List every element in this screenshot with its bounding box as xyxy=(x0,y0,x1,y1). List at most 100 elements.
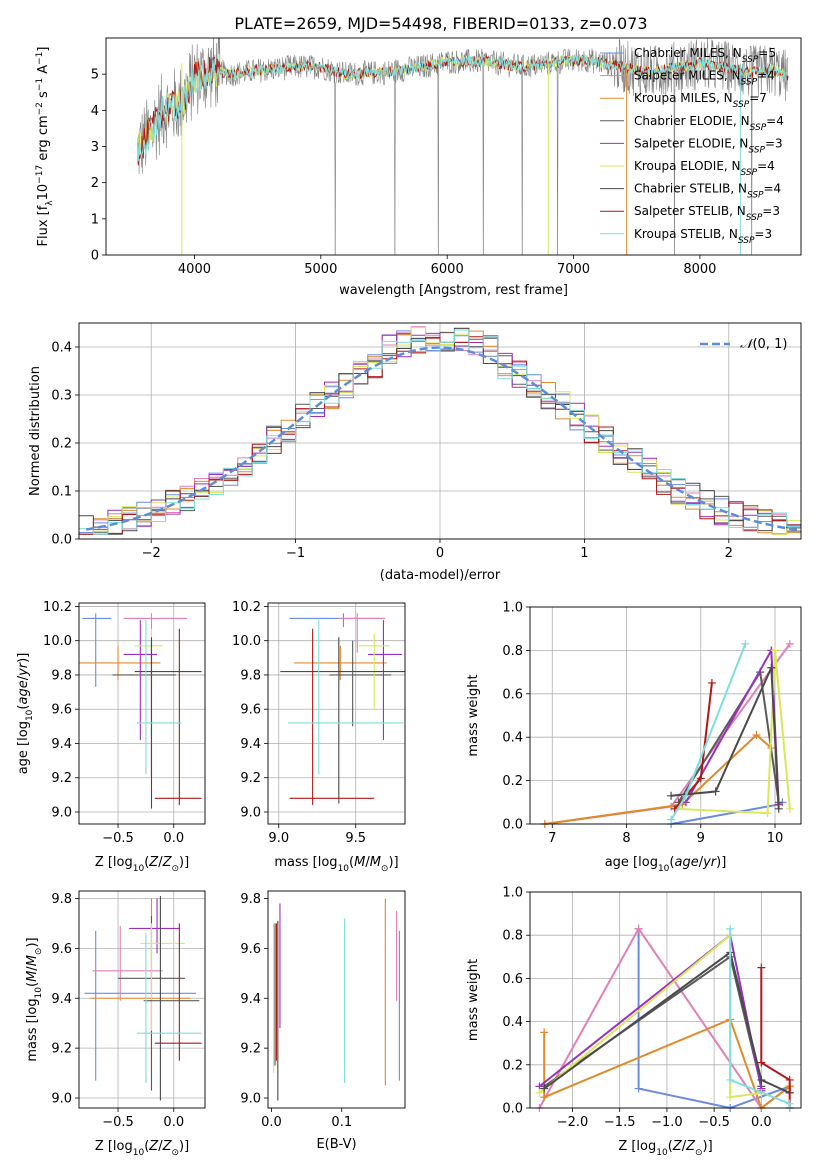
y-axis-label: mass [log10(M/M⊙)] xyxy=(25,937,44,1061)
weight-marker xyxy=(757,963,766,972)
y-tick-label: 0.0 xyxy=(502,818,523,833)
axes-z_age: −0.5 0.0 9.0 9.2 9.4 9.6 9.8 10.0 10.2 Z [log10(Z… xyxy=(16,600,206,874)
weight-marker xyxy=(711,787,720,796)
y-tick-label: 0.0 xyxy=(502,1102,523,1117)
y-tick-label: 0.6 xyxy=(502,972,523,987)
y-tick-label: 1 xyxy=(91,212,99,227)
x-tick-label: −0.5 xyxy=(102,1115,134,1130)
weight-marker xyxy=(767,663,776,672)
spectrum-lines xyxy=(137,38,789,255)
legend-entry: Salpeter MILES, NSSP=4 xyxy=(634,69,775,88)
legend-entry: Salpeter STELIB, NSSP=3 xyxy=(634,204,780,223)
x-tick-label: 1 xyxy=(580,546,588,561)
weight-marker xyxy=(741,639,750,648)
weight-lines xyxy=(535,924,794,1112)
weight-marker xyxy=(726,1075,735,1084)
y-tick-label: 10.2 xyxy=(43,600,72,615)
legend-entry: Chabrier MILES, NSSP=5 xyxy=(634,46,776,65)
x-tick-label: −0.5 xyxy=(102,831,134,846)
y-tick-label: 0.6 xyxy=(502,687,523,702)
legend-entry: Chabrier STELIB, NSSP=4 xyxy=(634,182,781,201)
y-tick-label: 0 xyxy=(91,249,99,264)
weight-marker xyxy=(785,639,794,648)
y-tick-label: 9.0 xyxy=(240,806,261,821)
y-tick-label: 0.2 xyxy=(51,437,72,452)
y-tick-label: 0.0 xyxy=(51,533,72,548)
x-tick-label: 0.1 xyxy=(331,1115,352,1130)
y-tick-label: 9.8 xyxy=(51,892,72,907)
x-tick-label: 4000 xyxy=(178,262,211,277)
x-tick-label: 0.0 xyxy=(261,1115,282,1130)
y-tick-label: 9.0 xyxy=(51,1092,72,1107)
axes-frame xyxy=(105,37,802,256)
x-tick-label: 5000 xyxy=(304,262,337,277)
weight-series xyxy=(674,650,791,815)
weight-marker xyxy=(752,731,761,740)
x-axis-label: (data-model)/error xyxy=(380,568,501,583)
x-tick-label: 0.0 xyxy=(163,1115,184,1130)
y-axis-label: mass weight xyxy=(466,959,481,1041)
axes-residuals: −2 −1 0 1 2 0.0 0.1 0.2 0.3 0.4 (data-model)/error… xyxy=(28,322,802,583)
weight-marker xyxy=(681,791,690,800)
weight-series xyxy=(671,667,780,809)
x-axis-label: wavelength [Angstrom, rest frame] xyxy=(339,283,568,298)
plots-layer: 4000 5000 6000 7000 8000 0 1 2 3 4 5 wavelength [An… xyxy=(16,37,802,1158)
errorbars xyxy=(280,613,405,806)
weight-series xyxy=(760,967,791,1108)
x-tick-label: 6000 xyxy=(431,262,464,277)
y-tick-label: 1.0 xyxy=(502,601,523,616)
y-tick-label: 0.8 xyxy=(502,644,523,659)
axes-spectrum: 4000 5000 6000 7000 8000 0 1 2 3 4 5 wavelength [An… xyxy=(35,37,802,298)
normal-curve xyxy=(85,346,801,532)
y-tick-label: 0.2 xyxy=(502,1058,523,1073)
y-tick-label: 9.0 xyxy=(240,1092,261,1107)
x-axis-label: Z [log10(Z/Z⊙)] xyxy=(95,855,189,874)
x-tick-label: 0 xyxy=(436,546,444,561)
weight-marker xyxy=(707,678,716,687)
y-tick-label: 9.2 xyxy=(240,1042,261,1057)
y-tick-label: 9.6 xyxy=(51,703,72,718)
y-axis-label: Flux [fλ10−17 erg cm−2 s−1 A−1] xyxy=(35,47,55,247)
x-tick-label: −1 xyxy=(286,546,305,561)
weight-marker xyxy=(667,791,676,800)
weight-marker xyxy=(667,815,676,824)
y-axis-label: Normed distribution xyxy=(28,366,43,496)
weight-marker xyxy=(785,1075,794,1084)
y-tick-label: 0.4 xyxy=(51,341,72,356)
axes-z_weight: −2.0 −1.5 −1.0 −0.5 0.0 0.0 0.2 0.4 0.6 0.8 1.0 Z [… xyxy=(466,886,802,1158)
y-tick-label: 9.8 xyxy=(240,892,261,907)
y-tick-label: 9.4 xyxy=(51,737,72,752)
weight-marker xyxy=(785,804,794,813)
y-axis-label: mass weight xyxy=(466,674,481,756)
weight-marker xyxy=(726,1093,735,1102)
weight-marker xyxy=(726,924,735,933)
legend-entry: Kroupa ELODIE, NSSP=4 xyxy=(634,159,775,178)
legend-entry: Salpeter ELODIE, NSSP=3 xyxy=(634,136,783,155)
legend-entry: 𝒩(0, 1) xyxy=(740,337,787,352)
y-tick-label: 9.2 xyxy=(51,1042,72,1057)
y-axis-label: age [log10(age/yr)] xyxy=(16,653,35,775)
y-tick-label: 9.4 xyxy=(51,992,72,1007)
axes-frame xyxy=(267,602,406,825)
x-tick-label: −1.5 xyxy=(604,1115,636,1130)
residual-histogram xyxy=(79,329,801,535)
legend-entry: Kroupa MILES, NSSP=7 xyxy=(634,91,767,110)
axes-frame xyxy=(529,606,802,825)
x-tick-label: 9.5 xyxy=(345,831,366,846)
weight-marker xyxy=(757,1075,766,1084)
x-axis-label: mass [log10(M/M⊙)] xyxy=(274,855,398,874)
x-axis-label: Z [log10(Z/Z⊙)] xyxy=(95,1139,189,1158)
weight-marker xyxy=(763,809,772,818)
weight-marker xyxy=(540,1028,549,1037)
y-tick-label: 3 xyxy=(91,140,99,155)
weight-marker xyxy=(540,1084,549,1093)
weight-marker xyxy=(696,774,705,783)
weight-marker xyxy=(634,1084,643,1093)
weight-lines xyxy=(540,639,794,828)
weight-series xyxy=(543,955,763,1089)
weight-series xyxy=(544,643,791,825)
axes-ebv_mass: 0.0 0.1 9.0 9.2 9.4 9.6 9.8 E(B-V) xyxy=(240,890,406,1152)
x-tick-label: 7000 xyxy=(557,262,590,277)
x-axis-label: Z [log10(Z/Z⊙)] xyxy=(618,1139,712,1158)
